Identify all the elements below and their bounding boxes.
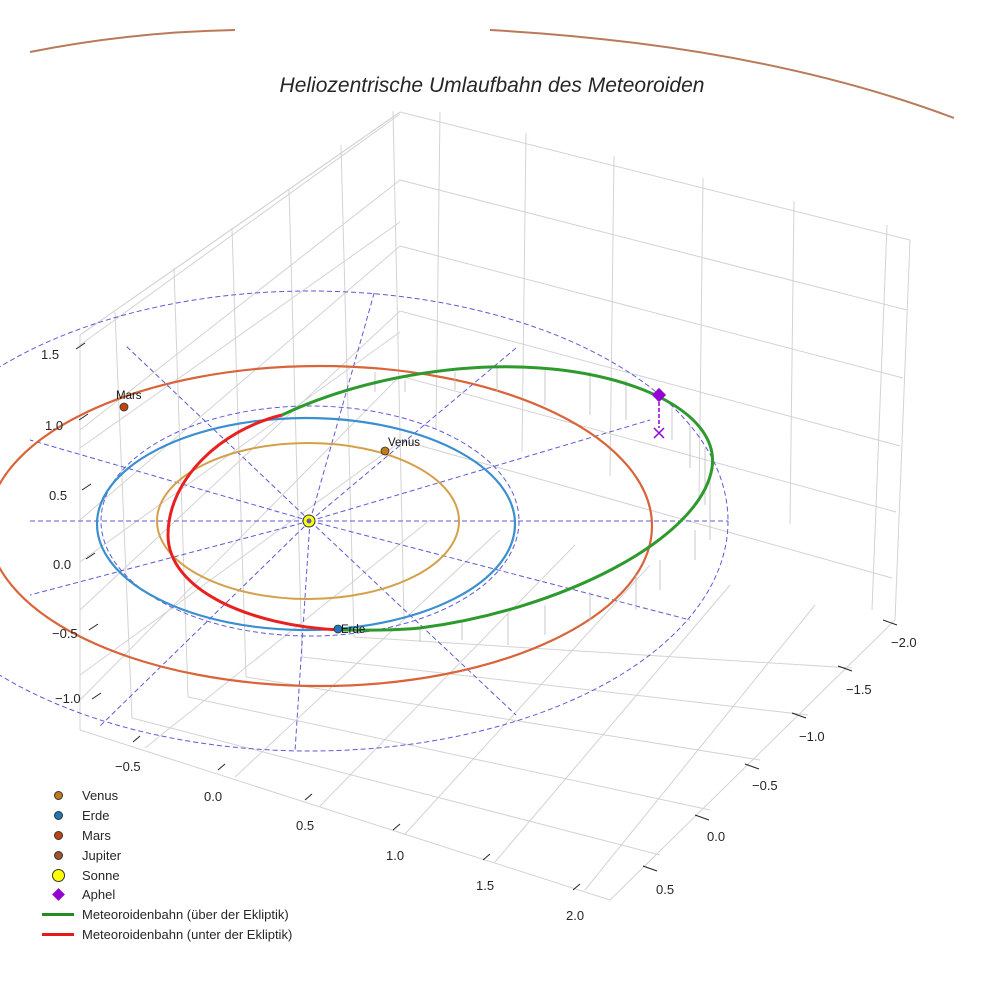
legend-label: Erde [82,808,110,824]
legend-item-orbit-above[interactable]: Meteoroidenbahn (über der Ekliptik) [40,905,292,925]
x-tick-label: −0.5 [115,759,141,774]
legend-label: Meteoroidenbahn (über der Ekliptik) [82,907,289,923]
z-tick-label: 0.0 [53,557,72,572]
legend-item-erde[interactable]: Erde [40,806,292,826]
x-tick-label: 0.5 [296,818,315,833]
meteoroid-drop-lines [374,368,711,645]
grid-back-right-pane [399,111,911,621]
y-tick-label: −0.5 [752,778,778,793]
legend-label: Jupiter [82,847,122,863]
legend-label: Venus [82,788,119,804]
erde-legend-icon [53,811,63,821]
red-line-legend-icon [42,933,74,936]
y-tick-label: −1.5 [846,682,872,697]
y-tick-label: 0.5 [656,882,675,897]
mars-marker[interactable] [119,402,129,412]
legend-item-jupiter[interactable]: Jupiter [40,845,292,865]
mars-orbit [0,364,654,688]
x-axis-ticks [132,735,581,891]
legend-item-sonne[interactable]: Sonne [40,865,292,885]
legend-item-mars[interactable]: Mars [40,826,292,846]
meteoroid-orbit-below [166,413,341,632]
legend-item-aphel[interactable]: Aphel [40,885,292,905]
x-tick-label: 0.0 [204,789,223,804]
y-tick-label: −2.0 [891,635,917,650]
erde-label: Erde [341,624,366,636]
legend-item-venus[interactable]: Venus [40,786,292,806]
legend-item-orbit-below[interactable]: Meteoroidenbahn (unter der Ekliptik) [40,925,292,945]
z-axis-ticks [75,342,102,700]
legend-label: Sonne [82,867,120,883]
green-line-legend-icon [42,913,74,916]
mars-legend-icon [53,830,63,840]
z-tick-label: 1.5 [41,347,60,362]
x-tick-label: 1.0 [386,848,405,863]
z-tick-label: −1.0 [55,691,81,706]
venus-legend-icon [53,791,63,801]
venus-marker[interactable] [380,446,390,456]
ecliptic-reference [0,289,729,752]
diamond-legend-icon [51,888,65,902]
legend: Venus Erde Mars Jupiter Sonne Aphel Mete… [40,786,292,944]
legend-label: Aphel [82,887,116,903]
y-tick-label: 0.0 [707,829,726,844]
mars-label: Mars [116,390,142,402]
z-tick-label: 1.0 [45,418,64,433]
legend-label: Mars [82,827,111,843]
venus-orbit [156,442,460,600]
venus-label: Venus [388,437,420,449]
jupiter-legend-icon [53,850,63,860]
aphel-marker[interactable] [651,387,667,439]
sun-legend-icon [51,868,65,882]
y-tick-label: −1.0 [799,729,825,744]
x-tick-label: 1.5 [476,878,495,893]
z-tick-label: 0.5 [49,488,68,503]
grid-floor [79,519,896,901]
erde-orbit [95,416,517,632]
meteoroid-orbit-above [281,365,714,632]
z-tick-label: −0.5 [52,626,78,641]
x-tick-label: 2.0 [566,908,585,923]
jupiter-orbit [29,29,955,119]
sun-marker[interactable] [302,514,316,528]
y-axis-ticks [642,619,898,872]
chart-title: Heliozentrische Umlaufbahn des Meteoroid… [279,74,705,97]
legend-label: Meteoroidenbahn (unter der Ekliptik) [82,926,293,942]
erde-marker[interactable] [333,624,343,634]
